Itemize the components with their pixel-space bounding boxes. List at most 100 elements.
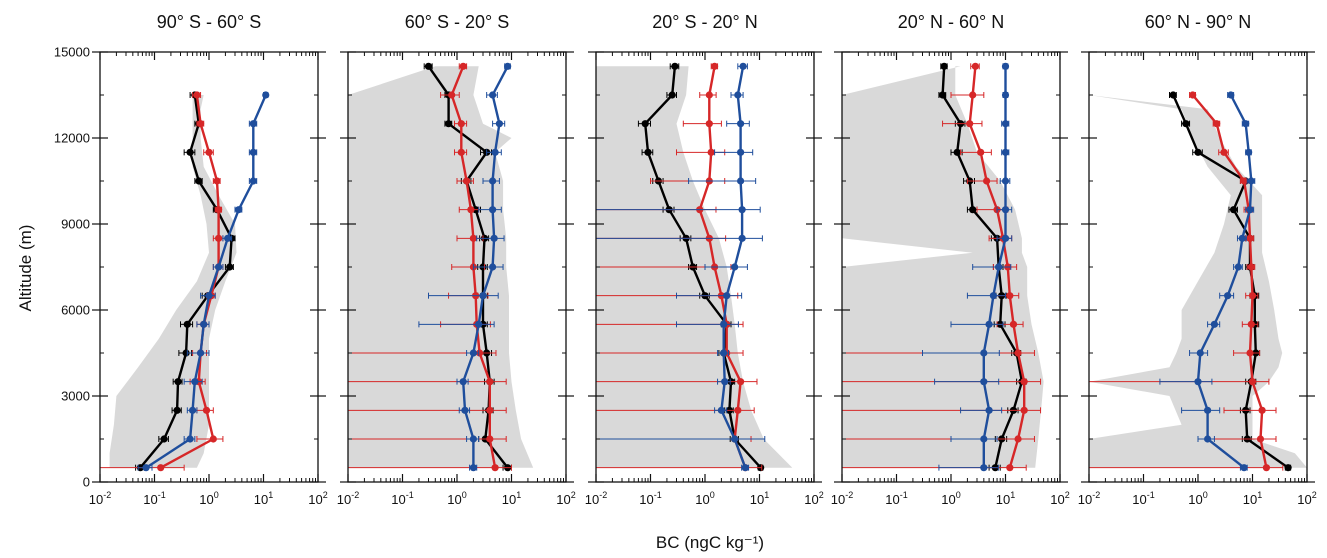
data-point: [1194, 378, 1202, 386]
series-line: [139, 94, 233, 469]
data-point: [495, 120, 504, 128]
data-point: [459, 378, 467, 386]
x-tick-label: 10-1: [391, 490, 413, 507]
data-point: [214, 206, 223, 214]
y-axis-label: Altitude (m): [16, 225, 35, 312]
data-point: [489, 263, 497, 271]
data-point: [1009, 320, 1018, 328]
data-point: [980, 435, 988, 443]
data-point: [213, 177, 221, 185]
data-point: [983, 177, 991, 185]
y-tick-label: 12000: [54, 131, 90, 146]
data-point: [1258, 406, 1266, 414]
x-tick-label: 100: [695, 490, 714, 507]
x-tick-label: 100: [941, 490, 960, 507]
data-point: [980, 378, 988, 386]
x-tick-label: 10-2: [831, 490, 853, 507]
data-point: [214, 263, 223, 271]
panel-5: 60° N - 90° N 10-2 10-1 100 101 102: [1078, 12, 1317, 507]
data-point: [940, 62, 948, 70]
data-point: [1247, 177, 1255, 185]
data-point: [1020, 378, 1028, 386]
data-point: [734, 91, 742, 99]
data-point: [641, 120, 649, 128]
data-point: [448, 91, 456, 99]
x-tick-label: 100: [1188, 490, 1207, 507]
data-point: [469, 349, 478, 357]
data-point: [1240, 464, 1248, 472]
data-point: [969, 91, 977, 99]
panel-title: 60° N - 90° N: [1145, 12, 1251, 32]
data-point: [262, 91, 270, 99]
data-point: [489, 177, 497, 185]
data-point: [731, 435, 739, 443]
data-point: [971, 62, 979, 70]
data-point: [202, 406, 211, 414]
data-point: [1203, 406, 1212, 414]
data-point: [1001, 120, 1010, 128]
x-axis-label: BC (ngC kg⁻¹): [656, 533, 764, 552]
data-point: [668, 91, 676, 99]
data-point: [995, 263, 1003, 271]
y-tick-label: 15000: [54, 45, 90, 60]
data-point: [249, 148, 257, 156]
data-point: [977, 148, 985, 156]
data-point: [1203, 435, 1212, 443]
data-point: [938, 91, 947, 99]
data-point: [1169, 91, 1177, 99]
data-point: [476, 349, 484, 357]
data-point: [720, 320, 728, 328]
y-tick-label: 0: [83, 475, 90, 490]
x-tick-label: 101: [750, 490, 769, 507]
series-line: [145, 94, 267, 469]
data-point: [214, 234, 223, 242]
data-point: [721, 378, 729, 386]
series-line: [1196, 94, 1253, 469]
data-point: [457, 120, 465, 128]
data-point: [1256, 435, 1265, 443]
data-point: [710, 62, 719, 70]
x-tick-label: 101: [502, 490, 521, 507]
y-tick-label: 9000: [61, 217, 90, 232]
panel-4: 20° N - 60° N 10-2 10-1 100 101 102: [831, 12, 1070, 507]
data-point: [174, 378, 182, 386]
data-point: [741, 464, 749, 472]
data-point: [157, 464, 165, 472]
data-point: [980, 349, 988, 357]
x-tick-label: 102: [308, 490, 327, 507]
data-point: [205, 292, 213, 300]
data-point: [209, 435, 217, 443]
series-blue: [137, 91, 270, 472]
data-point: [491, 148, 499, 156]
data-point: [1246, 206, 1254, 214]
data-point: [953, 148, 961, 156]
data-point: [142, 464, 150, 472]
data-point: [196, 349, 205, 357]
data-point: [737, 148, 745, 156]
data-point: [1006, 292, 1014, 300]
data-point: [1246, 234, 1254, 242]
panel-1: 90° S - 60° S 10-2 10-1 100 101 102 0 3000 6000 9…: [54, 12, 328, 507]
data-point: [490, 234, 498, 242]
variability-band: [842, 66, 1044, 468]
data-point: [196, 120, 205, 128]
series-line: [1191, 94, 1268, 468]
data-point: [235, 206, 243, 214]
data-point: [1234, 263, 1242, 271]
panel-title: 90° S - 60° S: [157, 12, 261, 32]
panel-title: 60° S - 20° S: [405, 12, 509, 32]
data-point: [1230, 206, 1238, 214]
x-tick-label: 10-2: [89, 490, 111, 507]
data-point: [1014, 349, 1022, 357]
data-point: [186, 148, 194, 156]
data-point: [1006, 464, 1014, 472]
panels: 90° S - 60° S 10-2 10-1 100 101 102 0 3000 6000 9…: [54, 12, 1317, 507]
x-tick-label: 102: [1050, 490, 1069, 507]
data-point: [738, 206, 746, 214]
data-point: [224, 234, 232, 242]
data-point: [193, 91, 201, 99]
data-point: [200, 320, 208, 328]
data-point: [1001, 91, 1010, 99]
data-point: [1001, 148, 1010, 156]
